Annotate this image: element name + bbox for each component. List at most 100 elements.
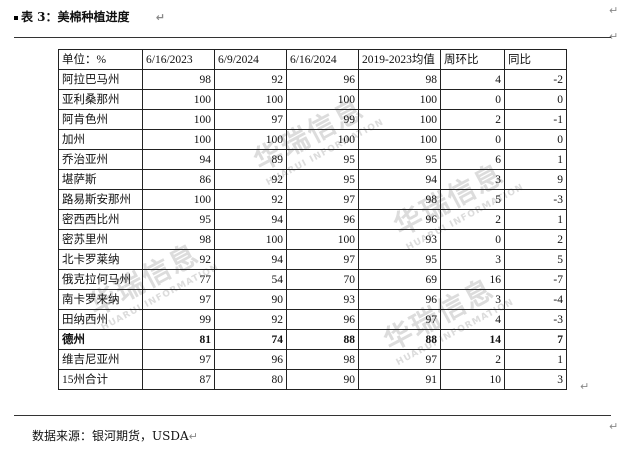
value-cell: 97 bbox=[286, 249, 359, 270]
value-cell: 1 bbox=[504, 349, 567, 370]
value-cell: 10 bbox=[440, 369, 505, 390]
state-name-cell: 堪萨斯 bbox=[58, 169, 143, 190]
value-cell: 2 bbox=[440, 209, 505, 230]
return-mark-icon: ↵ bbox=[609, 30, 619, 43]
top-rule bbox=[14, 37, 611, 38]
return-mark-icon: ↵ bbox=[609, 420, 619, 433]
value-cell: 97 bbox=[358, 349, 441, 370]
value-cell: 100 bbox=[358, 129, 441, 150]
value-cell: 93 bbox=[358, 229, 441, 250]
value-cell: 0 bbox=[504, 89, 567, 110]
value-cell: 7 bbox=[504, 329, 567, 350]
value-cell: 98 bbox=[142, 229, 215, 250]
value-cell: 100 bbox=[214, 89, 287, 110]
value-cell: 91 bbox=[358, 369, 441, 390]
state-name-cell: 阿肯色州 bbox=[58, 109, 143, 130]
header-cell: 6/16/2023 bbox=[142, 49, 215, 70]
return-mark-icon: ↵ bbox=[609, 4, 619, 17]
value-cell: 98 bbox=[286, 349, 359, 370]
value-cell: -3 bbox=[504, 309, 567, 330]
value-cell: 97 bbox=[214, 109, 287, 130]
state-name-cell: 乔治亚州 bbox=[58, 149, 143, 170]
value-cell: 4 bbox=[440, 69, 505, 90]
planting-progress-table: 单位：% 6/16/2023 6/9/2024 6/16/2024 2019-2… bbox=[58, 49, 567, 390]
value-cell: 97 bbox=[142, 289, 215, 310]
value-cell: 100 bbox=[142, 189, 215, 210]
table-row: 乔治亚州 94 89 95 95 6 1 bbox=[58, 149, 567, 170]
state-name-cell: 南卡罗来纳 bbox=[58, 289, 143, 310]
source-note: 数据来源：银河期货，USDA↵ bbox=[32, 427, 198, 444]
value-cell: 89 bbox=[214, 149, 287, 170]
value-cell: 95 bbox=[358, 249, 441, 270]
value-cell: 95 bbox=[286, 169, 359, 190]
value-cell: 96 bbox=[286, 69, 359, 90]
table-row: 南卡罗来纳 97 90 93 96 3 -4 bbox=[58, 289, 567, 310]
value-cell: 87 bbox=[142, 369, 215, 390]
value-cell: 2 bbox=[504, 229, 567, 250]
table-row: 密苏里州 98 100 100 93 0 2 bbox=[58, 229, 567, 250]
title-text: 表 3：美棉种植进度 bbox=[21, 10, 130, 24]
header-cell: 6/16/2024 bbox=[286, 49, 359, 70]
value-cell: 100 bbox=[214, 129, 287, 150]
value-cell: 3 bbox=[440, 289, 505, 310]
value-cell: 70 bbox=[286, 269, 359, 290]
state-name-cell: 路易斯安那州 bbox=[58, 189, 143, 210]
return-mark-icon: ↵ bbox=[188, 430, 198, 443]
value-cell: 2 bbox=[440, 349, 505, 370]
table-row: 德州 81 74 88 88 14 7 bbox=[58, 329, 567, 350]
header-cell: 同比 bbox=[504, 49, 567, 70]
value-cell: 88 bbox=[286, 329, 359, 350]
value-cell: 96 bbox=[358, 209, 441, 230]
value-cell: 86 bbox=[142, 169, 215, 190]
header-cell: 单位：% bbox=[58, 49, 143, 70]
value-cell: 9 bbox=[504, 169, 567, 190]
value-cell: 95 bbox=[358, 149, 441, 170]
header-cell: 2019-2023均值 bbox=[358, 49, 441, 70]
state-name-cell: 密西西比州 bbox=[58, 209, 143, 230]
value-cell: 98 bbox=[142, 69, 215, 90]
value-cell: 5 bbox=[440, 189, 505, 210]
state-name-cell: 加州 bbox=[58, 129, 143, 150]
value-cell: 100 bbox=[358, 89, 441, 110]
value-cell: 100 bbox=[286, 129, 359, 150]
value-cell: 94 bbox=[142, 149, 215, 170]
value-cell: 16 bbox=[440, 269, 505, 290]
value-cell: -3 bbox=[504, 189, 567, 210]
value-cell: 100 bbox=[286, 229, 359, 250]
return-mark-icon: ↵ bbox=[580, 380, 590, 393]
table-row: 俄克拉何马州 77 54 70 69 16 -7 bbox=[58, 269, 567, 290]
value-cell: 6 bbox=[440, 149, 505, 170]
value-cell: 81 bbox=[142, 329, 215, 350]
value-cell: 96 bbox=[286, 309, 359, 330]
value-cell: 97 bbox=[286, 189, 359, 210]
value-cell: 100 bbox=[142, 129, 215, 150]
state-name-cell: 田纳西州 bbox=[58, 309, 143, 330]
header-cell: 周环比 bbox=[440, 49, 505, 70]
return-mark-icon: ↵ bbox=[155, 11, 165, 24]
value-cell: 94 bbox=[358, 169, 441, 190]
state-name-cell: 俄克拉何马州 bbox=[58, 269, 143, 290]
value-cell: 0 bbox=[440, 129, 505, 150]
value-cell: 96 bbox=[358, 289, 441, 310]
value-cell: 94 bbox=[214, 249, 287, 270]
table-header-row: 单位：% 6/16/2023 6/9/2024 6/16/2024 2019-2… bbox=[58, 49, 567, 70]
value-cell: 96 bbox=[286, 209, 359, 230]
value-cell: 5 bbox=[504, 249, 567, 270]
value-cell: -2 bbox=[504, 69, 567, 90]
state-name-cell: 维吉尼亚州 bbox=[58, 349, 143, 370]
table-row: 维吉尼亚州 97 96 98 97 2 1 bbox=[58, 349, 567, 370]
value-cell: 100 bbox=[358, 109, 441, 130]
value-cell: 92 bbox=[214, 169, 287, 190]
table-row: 堪萨斯 86 92 95 94 3 9 bbox=[58, 169, 567, 190]
value-cell: 92 bbox=[142, 249, 215, 270]
state-name-cell: 密苏里州 bbox=[58, 229, 143, 250]
value-cell: 99 bbox=[142, 309, 215, 330]
bottom-rule bbox=[14, 415, 611, 416]
state-name-cell: 北卡罗莱纳 bbox=[58, 249, 143, 270]
value-cell: 4 bbox=[440, 309, 505, 330]
value-cell: 1 bbox=[504, 149, 567, 170]
value-cell: 74 bbox=[214, 329, 287, 350]
value-cell: 96 bbox=[214, 349, 287, 370]
value-cell: -1 bbox=[504, 109, 567, 130]
value-cell: 1 bbox=[504, 209, 567, 230]
